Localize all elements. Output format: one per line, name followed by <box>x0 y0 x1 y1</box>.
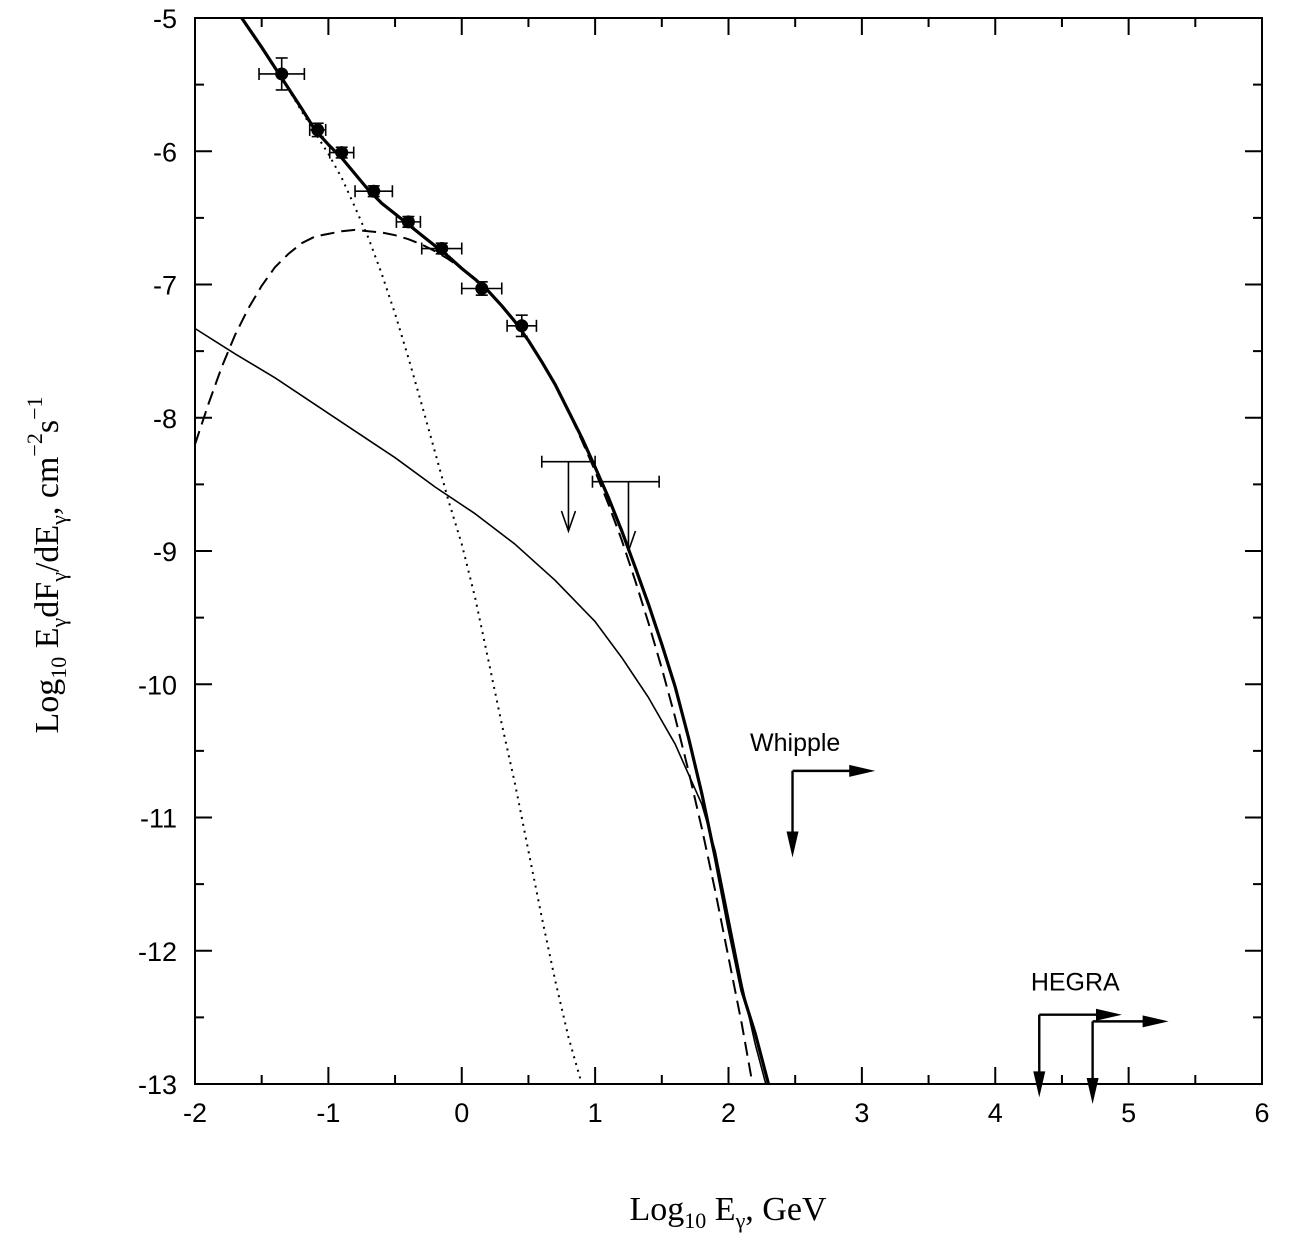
y-tick-label: -10 <box>138 670 177 700</box>
data-point <box>367 184 381 198</box>
limit-marker-down-arrow <box>1033 1071 1046 1098</box>
y-axis-title: Log10 EγdFγ/dEγ, cm−2s−1 <box>22 396 71 733</box>
x-tick-label: -2 <box>183 1098 207 1128</box>
y-tick-label: -8 <box>153 404 177 434</box>
y-tick-label: -9 <box>153 537 177 567</box>
annotation-hegra: HEGRA <box>1031 969 1120 997</box>
upper-limit-arrow <box>620 530 637 554</box>
data-point <box>515 319 529 333</box>
annotations: Whipple HEGRA <box>750 729 1120 997</box>
ticks <box>194 17 1263 1085</box>
limit-marker-right-arrow <box>1095 1008 1122 1021</box>
y-tick-label: -13 <box>138 1070 177 1100</box>
y-tick-label: -7 <box>153 271 177 301</box>
curve-thin-solid <box>194 327 767 1085</box>
limit-marker-down-arrow <box>1086 1077 1099 1104</box>
x-tick-label: 6 <box>1254 1098 1269 1128</box>
y-tick-label: -12 <box>138 937 177 967</box>
limit-marker-down-arrow <box>786 831 799 858</box>
x-tick-label: 3 <box>854 1098 869 1128</box>
data-points <box>258 57 538 338</box>
x-tick-label: 1 <box>588 1098 603 1128</box>
x-tick-label: 0 <box>454 1098 469 1128</box>
limit-marker-right-arrow <box>849 764 876 777</box>
curve-dashed <box>194 228 754 1085</box>
data-point <box>435 242 449 256</box>
y-tick-label: -6 <box>153 137 177 167</box>
x-tick-label: 5 <box>1121 1098 1136 1128</box>
annotation-whipple: Whipple <box>750 729 840 757</box>
x-tick-label: 2 <box>721 1098 736 1128</box>
y-tick-label: -11 <box>140 804 177 834</box>
upper-limit-arrow <box>560 510 577 534</box>
x-tick-label: 4 <box>988 1098 1003 1128</box>
data-point <box>275 67 289 81</box>
data-point <box>311 123 325 137</box>
data-point <box>475 281 489 295</box>
upper-limits <box>540 455 660 554</box>
model-curves <box>194 17 771 1085</box>
tick-labels: -2 -1 0 1 2 3 4 5 6-5-6-7-8-9-10-11-12-13 <box>138 4 1270 1128</box>
limit-markers <box>786 764 1169 1104</box>
curve-thick-solid <box>240 17 771 1085</box>
data-point <box>335 146 349 160</box>
x-axis-title: Log10 Eγ, GeV <box>630 1191 827 1233</box>
y-tick-label: -5 <box>153 4 177 34</box>
limit-marker-right-arrow <box>1142 1015 1169 1028</box>
curve-dotted <box>240 17 583 1085</box>
x-tick-label: -1 <box>316 1098 340 1128</box>
data-point <box>401 215 415 229</box>
